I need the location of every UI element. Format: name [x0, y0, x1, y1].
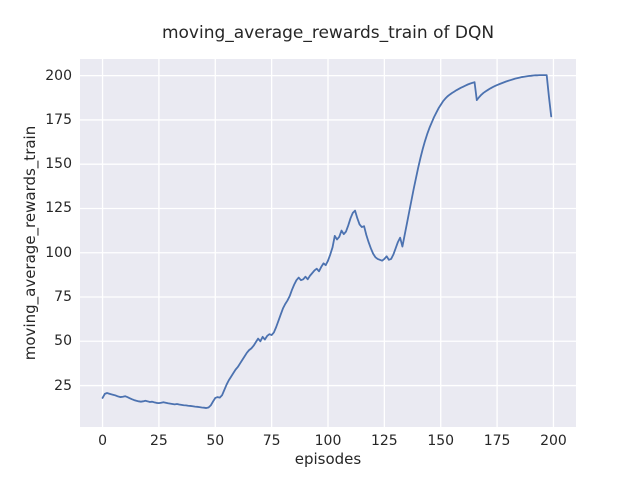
- x-tick-label: 150: [427, 433, 455, 449]
- chart-canvas: [80, 59, 576, 427]
- x-tick-label: 50: [206, 433, 225, 449]
- x-tick-label: 175: [483, 433, 511, 449]
- y-tick-label: 200: [45, 67, 72, 84]
- x-tick-label: 125: [370, 433, 398, 449]
- chart-title: moving_average_rewards_train of DQN: [161, 23, 495, 43]
- x-axis-label: episodes: [294, 450, 362, 468]
- y-tick-label: 50: [54, 333, 72, 350]
- y-axis-label: moving_average_rewards_train: [21, 125, 39, 361]
- y-tick-label: 125: [45, 200, 72, 217]
- x-tick-label: 100: [314, 433, 342, 449]
- y-tick-label: 150: [45, 156, 72, 173]
- x-tick-label: 25: [149, 433, 168, 449]
- plot-area: [80, 59, 576, 427]
- y-tick-label: 100: [45, 244, 72, 261]
- x-tick-label: 0: [98, 433, 107, 449]
- y-tick-label: 175: [45, 111, 72, 128]
- dqn-reward-line: [101, 74, 553, 409]
- x-tick-label: 200: [540, 433, 567, 449]
- gridlines: [80, 59, 576, 427]
- y-tick-label: 75: [54, 289, 72, 305]
- y-tick-label: 25: [54, 377, 72, 394]
- x-tick-label: 75: [262, 433, 281, 449]
